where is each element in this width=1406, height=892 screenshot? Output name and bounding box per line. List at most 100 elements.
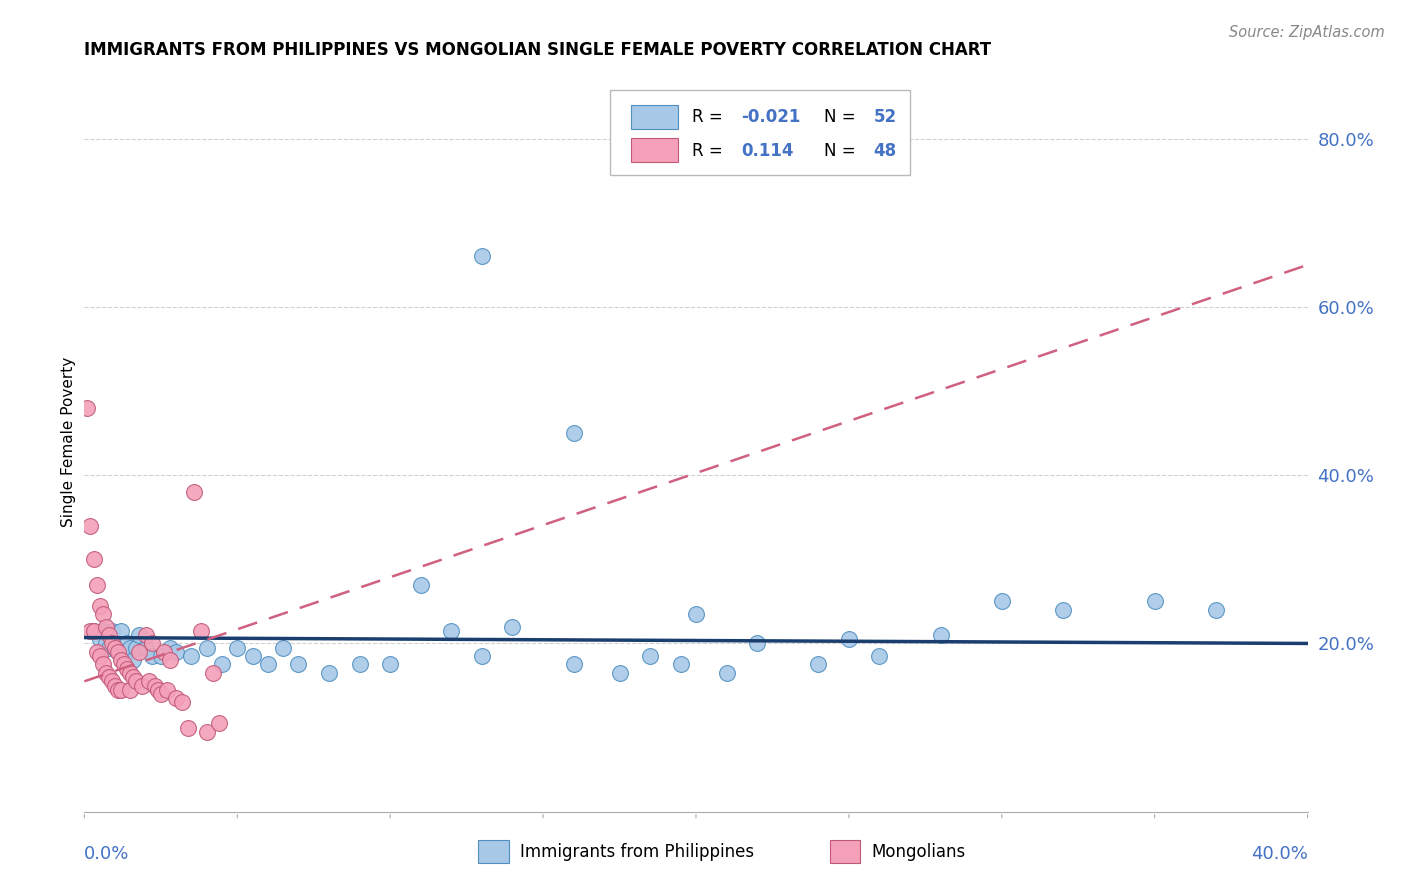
Point	[271, 640, 294, 655]
Text: 52: 52	[873, 108, 897, 126]
Text: N =: N =	[824, 142, 862, 160]
Point	[747, 636, 769, 650]
Point	[110, 682, 132, 697]
Point	[143, 679, 166, 693]
Point	[120, 665, 142, 680]
Point	[502, 619, 524, 633]
Point	[104, 679, 127, 693]
Point	[141, 636, 163, 650]
Point	[94, 636, 117, 650]
Point	[89, 599, 111, 613]
Text: 40.0%: 40.0%	[1251, 845, 1308, 863]
Point	[195, 724, 218, 739]
Text: Immigrants from Philippines: Immigrants from Philippines	[520, 843, 755, 861]
Point	[165, 691, 187, 706]
Text: IMMIGRANTS FROM PHILIPPINES VS MONGOLIAN SINGLE FEMALE POVERTY CORRELATION CHART: IMMIGRANTS FROM PHILIPPINES VS MONGOLIAN…	[84, 41, 991, 59]
Text: 48: 48	[873, 142, 897, 160]
Point	[135, 640, 157, 655]
Point	[120, 682, 142, 697]
Text: 0.114: 0.114	[741, 142, 794, 160]
Point	[190, 624, 212, 638]
Point	[79, 624, 101, 638]
Point	[471, 649, 494, 664]
Point	[1143, 594, 1166, 608]
Point	[115, 662, 138, 676]
Point	[156, 682, 179, 697]
Point	[131, 679, 153, 693]
Point	[716, 665, 738, 680]
Point	[183, 485, 205, 500]
Point	[79, 518, 101, 533]
Point	[211, 657, 233, 672]
Point	[807, 657, 830, 672]
Point	[107, 645, 129, 659]
Point	[638, 649, 661, 664]
Point	[226, 640, 249, 655]
Point	[91, 607, 114, 621]
Point	[125, 640, 148, 655]
Point	[991, 594, 1014, 608]
Point	[89, 632, 111, 647]
Point	[97, 640, 120, 655]
Point	[318, 665, 340, 680]
Point	[869, 649, 891, 664]
Point	[101, 636, 124, 650]
Point	[107, 682, 129, 697]
Point	[122, 670, 145, 684]
Y-axis label: Single Female Poverty: Single Female Poverty	[60, 357, 76, 526]
Point	[208, 716, 231, 731]
Point	[177, 721, 200, 735]
Point	[120, 640, 142, 655]
Text: -0.021: -0.021	[741, 108, 800, 126]
Point	[201, 665, 224, 680]
Point	[110, 653, 132, 667]
Point	[146, 682, 169, 697]
Point	[1052, 603, 1074, 617]
Point	[91, 657, 114, 672]
Point	[101, 624, 124, 638]
Point	[380, 657, 402, 672]
Point	[104, 640, 127, 655]
Point	[149, 649, 172, 664]
Point	[180, 649, 202, 664]
Point	[838, 632, 860, 647]
Point	[141, 649, 163, 664]
Text: R =: R =	[692, 142, 728, 160]
Point	[562, 426, 585, 441]
Point	[287, 657, 309, 672]
Point	[83, 624, 105, 638]
Point	[107, 645, 129, 659]
Point	[669, 657, 692, 672]
Text: N =: N =	[824, 108, 862, 126]
Point	[97, 628, 120, 642]
Point	[104, 640, 127, 655]
Point	[101, 674, 124, 689]
Point	[685, 607, 707, 621]
Point	[609, 665, 631, 680]
Point	[128, 628, 150, 642]
Point	[125, 674, 148, 689]
Text: 0.0%: 0.0%	[84, 845, 129, 863]
Text: Source: ZipAtlas.com: Source: ZipAtlas.com	[1229, 25, 1385, 40]
Point	[91, 624, 114, 638]
Point	[138, 674, 160, 689]
Point	[94, 665, 117, 680]
Text: Mongolians: Mongolians	[872, 843, 966, 861]
Point	[122, 653, 145, 667]
FancyBboxPatch shape	[631, 104, 678, 129]
Point	[159, 653, 181, 667]
Point	[76, 401, 98, 415]
Point	[440, 624, 463, 638]
Point	[195, 640, 218, 655]
Point	[165, 645, 187, 659]
Point	[153, 645, 176, 659]
Point	[172, 695, 194, 709]
Point	[159, 640, 181, 655]
Text: R =: R =	[692, 108, 728, 126]
Point	[89, 649, 111, 664]
Point	[94, 619, 117, 633]
Point	[929, 628, 952, 642]
Point	[97, 670, 120, 684]
FancyBboxPatch shape	[610, 90, 910, 175]
Point	[83, 624, 105, 638]
